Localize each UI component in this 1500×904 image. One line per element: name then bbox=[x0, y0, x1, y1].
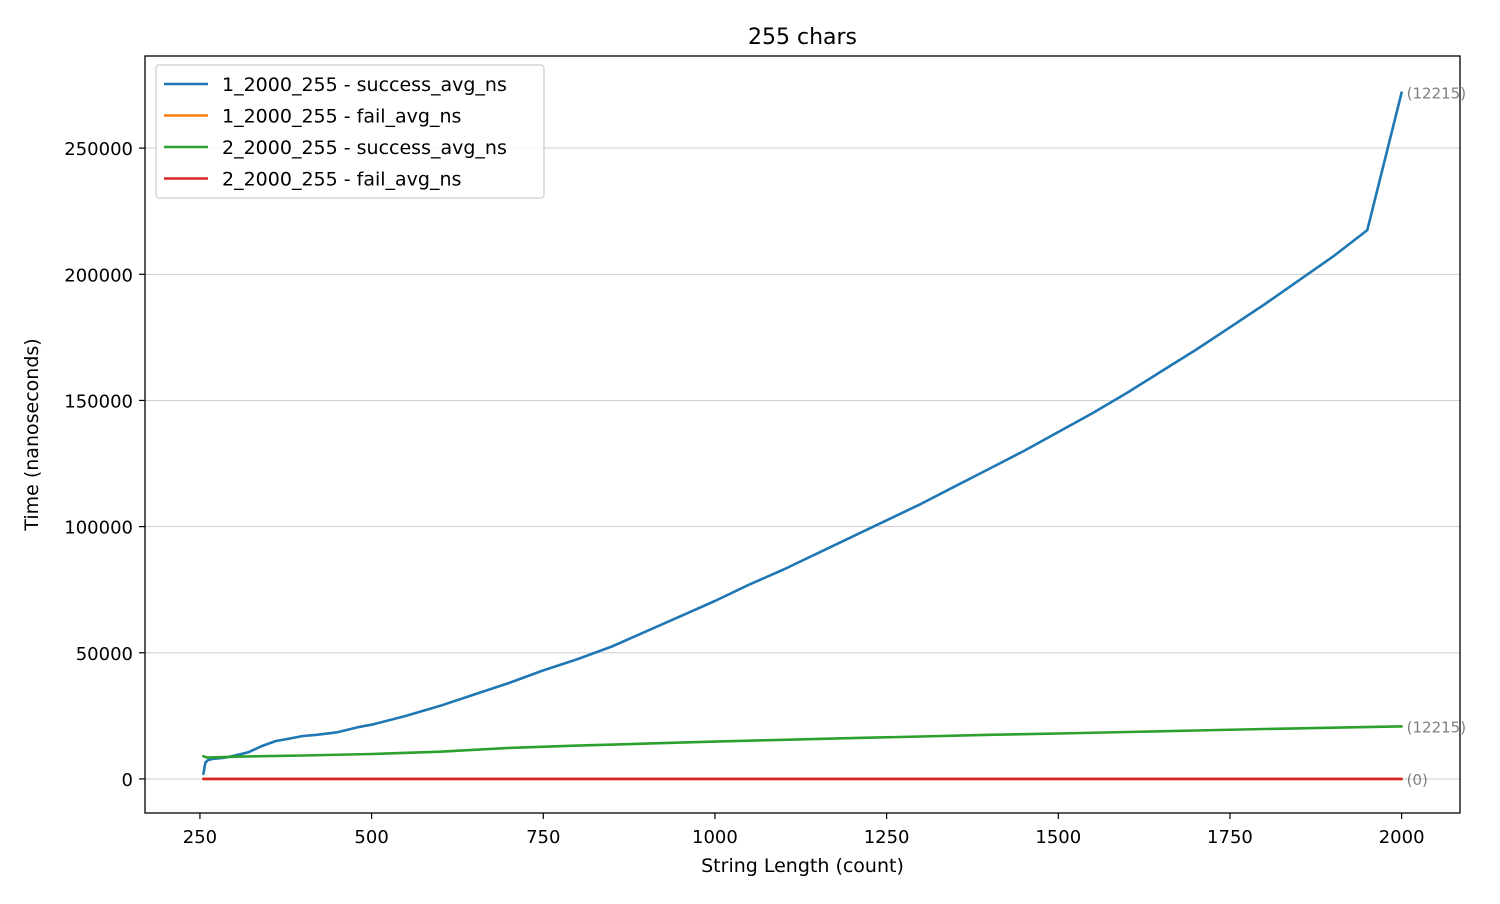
axis-ticks: 0 50000 100000 150000 200000 250000 250 500 750 1… bbox=[64, 139, 1424, 848]
x-tick-label: 1750 bbox=[1207, 827, 1253, 848]
chart-title: 255 chars bbox=[748, 25, 857, 50]
x-tick-label: 250 bbox=[183, 827, 217, 848]
y-axis-label: Time (nanoseconds) bbox=[21, 338, 43, 531]
y-tick-label: 50000 bbox=[76, 644, 133, 665]
x-tick-label: 2000 bbox=[1379, 827, 1425, 848]
legend-entry-label: 1_2000_255 - success_avg_ns bbox=[222, 74, 507, 96]
x-tick-label: 750 bbox=[526, 827, 560, 848]
y-tick-label: 200000 bbox=[64, 265, 133, 286]
legend-entry-label: 2_2000_255 - success_avg_ns bbox=[222, 137, 507, 159]
end-annotation: (12215) bbox=[1407, 718, 1466, 736]
end-annotation: (12215) bbox=[1407, 85, 1466, 103]
end-annotations: (12215) (12215) (0) bbox=[1407, 85, 1466, 789]
end-annotation: (0) bbox=[1407, 771, 1428, 789]
x-tick-label: 1000 bbox=[692, 827, 738, 848]
legend: 1_2000_255 - success_avg_ns 1_2000_255 - … bbox=[155, 64, 545, 199]
y-tick-label: 100000 bbox=[64, 518, 133, 539]
legend-box bbox=[155, 64, 545, 199]
y-tick-label: 0 bbox=[122, 770, 133, 791]
series-line-1 bbox=[202, 91, 1403, 776]
x-tick-label: 1250 bbox=[864, 827, 910, 848]
plot-frame bbox=[144, 55, 1461, 814]
series-lines bbox=[202, 91, 1403, 781]
series-line-3 bbox=[202, 725, 1403, 759]
x-tick-label: 1500 bbox=[1035, 827, 1081, 848]
x-tick-label: 500 bbox=[354, 827, 388, 848]
legend-entry-label: 1_2000_255 - fail_avg_ns bbox=[222, 106, 461, 128]
x-axis-label: String Length (count) bbox=[701, 855, 904, 877]
legend-entry-label: 2_2000_255 - fail_avg_ns bbox=[222, 169, 461, 191]
y-tick-label: 150000 bbox=[64, 391, 133, 412]
y-tick-label: 250000 bbox=[64, 139, 133, 160]
